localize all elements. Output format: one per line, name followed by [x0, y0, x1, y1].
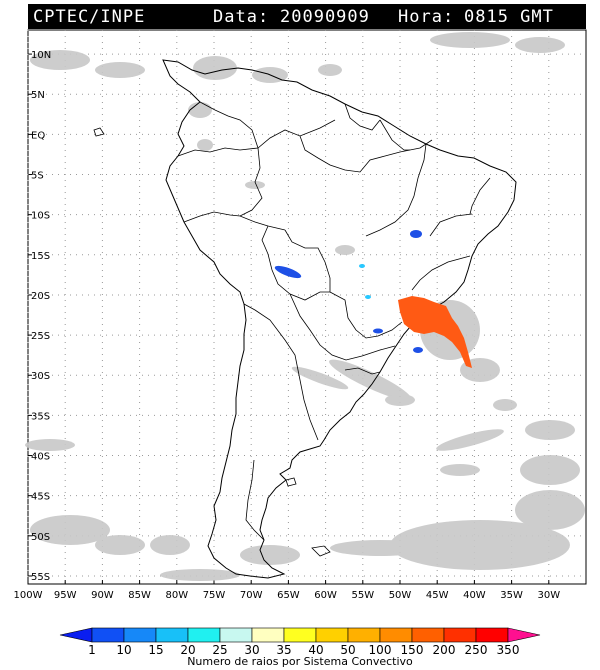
lat-tick-label: 20S [31, 291, 50, 302]
latitude-labels: 10N 5N EQ 5S 10S 15S 20S 25S 30S 35S 40S 45S 50S 55S [31, 50, 51, 583]
lat-tick-label: 30S [31, 371, 50, 382]
storm-blue-2 [410, 230, 422, 238]
colorbar: 1 10 15 20 25 30 35 40 50 100 150 200 250 350 [59, 627, 541, 656]
storm-orange-system [398, 296, 472, 368]
colorbar-swatch [59, 627, 93, 643]
storm-blue-4 [413, 347, 423, 353]
colorbar-swatch [443, 627, 477, 643]
longitude-labels: 100W 95W 90W 85W 80W 75W 70W 65W 60W 55W 50W 45W 40W… [14, 590, 561, 601]
lat-tick-label: EQ [31, 130, 45, 141]
colorbar-swatch [347, 627, 381, 643]
map-panel: 10N5NEQ5S10S15S20S25S30S35S40S45S50S55S … [14, 29, 587, 601]
colorbar-swatch [91, 627, 125, 643]
islands [93, 127, 331, 557]
lon-tick-label: 100W [14, 590, 43, 601]
lat-tick-label: 5N [31, 90, 45, 101]
lat-tick-label: 45S [31, 492, 50, 503]
colorbar-swatch [155, 627, 189, 643]
colorbar-label: 200 [433, 643, 456, 656]
lon-tick-label: 40W [463, 590, 486, 601]
lon-tick-label: 85W [128, 590, 151, 601]
colorbar-label: 20 [180, 643, 195, 656]
map-frame [27, 29, 587, 585]
colorbar-swatch [187, 627, 221, 643]
lon-tick-label: 60W [314, 590, 337, 601]
storm-blue-3 [373, 328, 383, 334]
lon-tick-label: 80W [165, 590, 188, 601]
lon-tick-label: 35W [500, 590, 523, 601]
lon-tick-label: 30W [537, 590, 560, 601]
convective-systems [274, 230, 472, 368]
colorbar-swatch [475, 627, 509, 643]
lat-tick-label: 10S [31, 211, 50, 222]
date-value: 20090909 [280, 7, 370, 27]
lon-tick-label: 90W [91, 590, 114, 601]
colorbar-swatch [123, 627, 157, 643]
colorbar-swatch [315, 627, 349, 643]
colorbar-swatch [251, 627, 285, 643]
colorbar-title: Numero de raios por Sistema Convectivo [187, 655, 413, 668]
south-america-outline [162, 59, 517, 579]
lon-tick-label: 70W [240, 590, 263, 601]
colorbar-label: 40 [308, 643, 323, 656]
storm-cyan-2 [365, 295, 371, 299]
storm-blue-1 [274, 265, 302, 279]
lon-tick-label: 65W [277, 590, 300, 601]
lon-tick-label: 45W [426, 590, 449, 601]
colorbar-label: 50 [340, 643, 355, 656]
lat-tick-label: 50S [31, 532, 50, 543]
lon-tick-label: 95W [54, 590, 77, 601]
hour-label: Hora: [398, 7, 455, 27]
lat-tick-label: 40S [31, 452, 50, 463]
lon-tick-label: 75W [203, 590, 226, 601]
hour-value: 0815 GMT [464, 7, 554, 27]
lat-tick-label: 25S [31, 331, 50, 342]
colorbar-swatch [219, 627, 253, 643]
lon-tick-label: 50W [389, 590, 412, 601]
storm-cyan-1 [359, 264, 365, 268]
lat-tick-label: 5S [31, 171, 44, 182]
colorbar-label: 250 [465, 643, 488, 656]
lat-tick-label: 35S [31, 411, 50, 422]
colorbar-label: 1 [88, 643, 96, 656]
colorbar-swatch [379, 627, 413, 643]
colorbar-label: 15 [148, 643, 163, 656]
source-label: CPTEC/INPE [33, 7, 146, 27]
colorbar-swatch [411, 627, 445, 643]
lat-tick-label: 10N [31, 50, 51, 61]
colorbar-label: 350 [497, 643, 520, 656]
colorbar-label: 150 [401, 643, 424, 656]
colorbar-label: 100 [369, 643, 392, 656]
country-borders [177, 101, 491, 541]
colorbar-label: 25 [212, 643, 227, 656]
colorbar-swatch [507, 627, 541, 643]
lon-tick-label: 55W [351, 590, 374, 601]
lat-tick-label: 15S [31, 251, 50, 262]
colorbar-label: 35 [276, 643, 291, 656]
colorbar-label: 10 [116, 643, 131, 656]
lat-tick-label: 55S [31, 572, 50, 583]
title-bar: CPTEC/INPE Data: 20090909 Hora: 0815 GMT [28, 4, 586, 29]
date-label: Data: [213, 7, 270, 27]
colorbar-swatch [283, 627, 317, 643]
colorbar-label: 30 [244, 643, 259, 656]
